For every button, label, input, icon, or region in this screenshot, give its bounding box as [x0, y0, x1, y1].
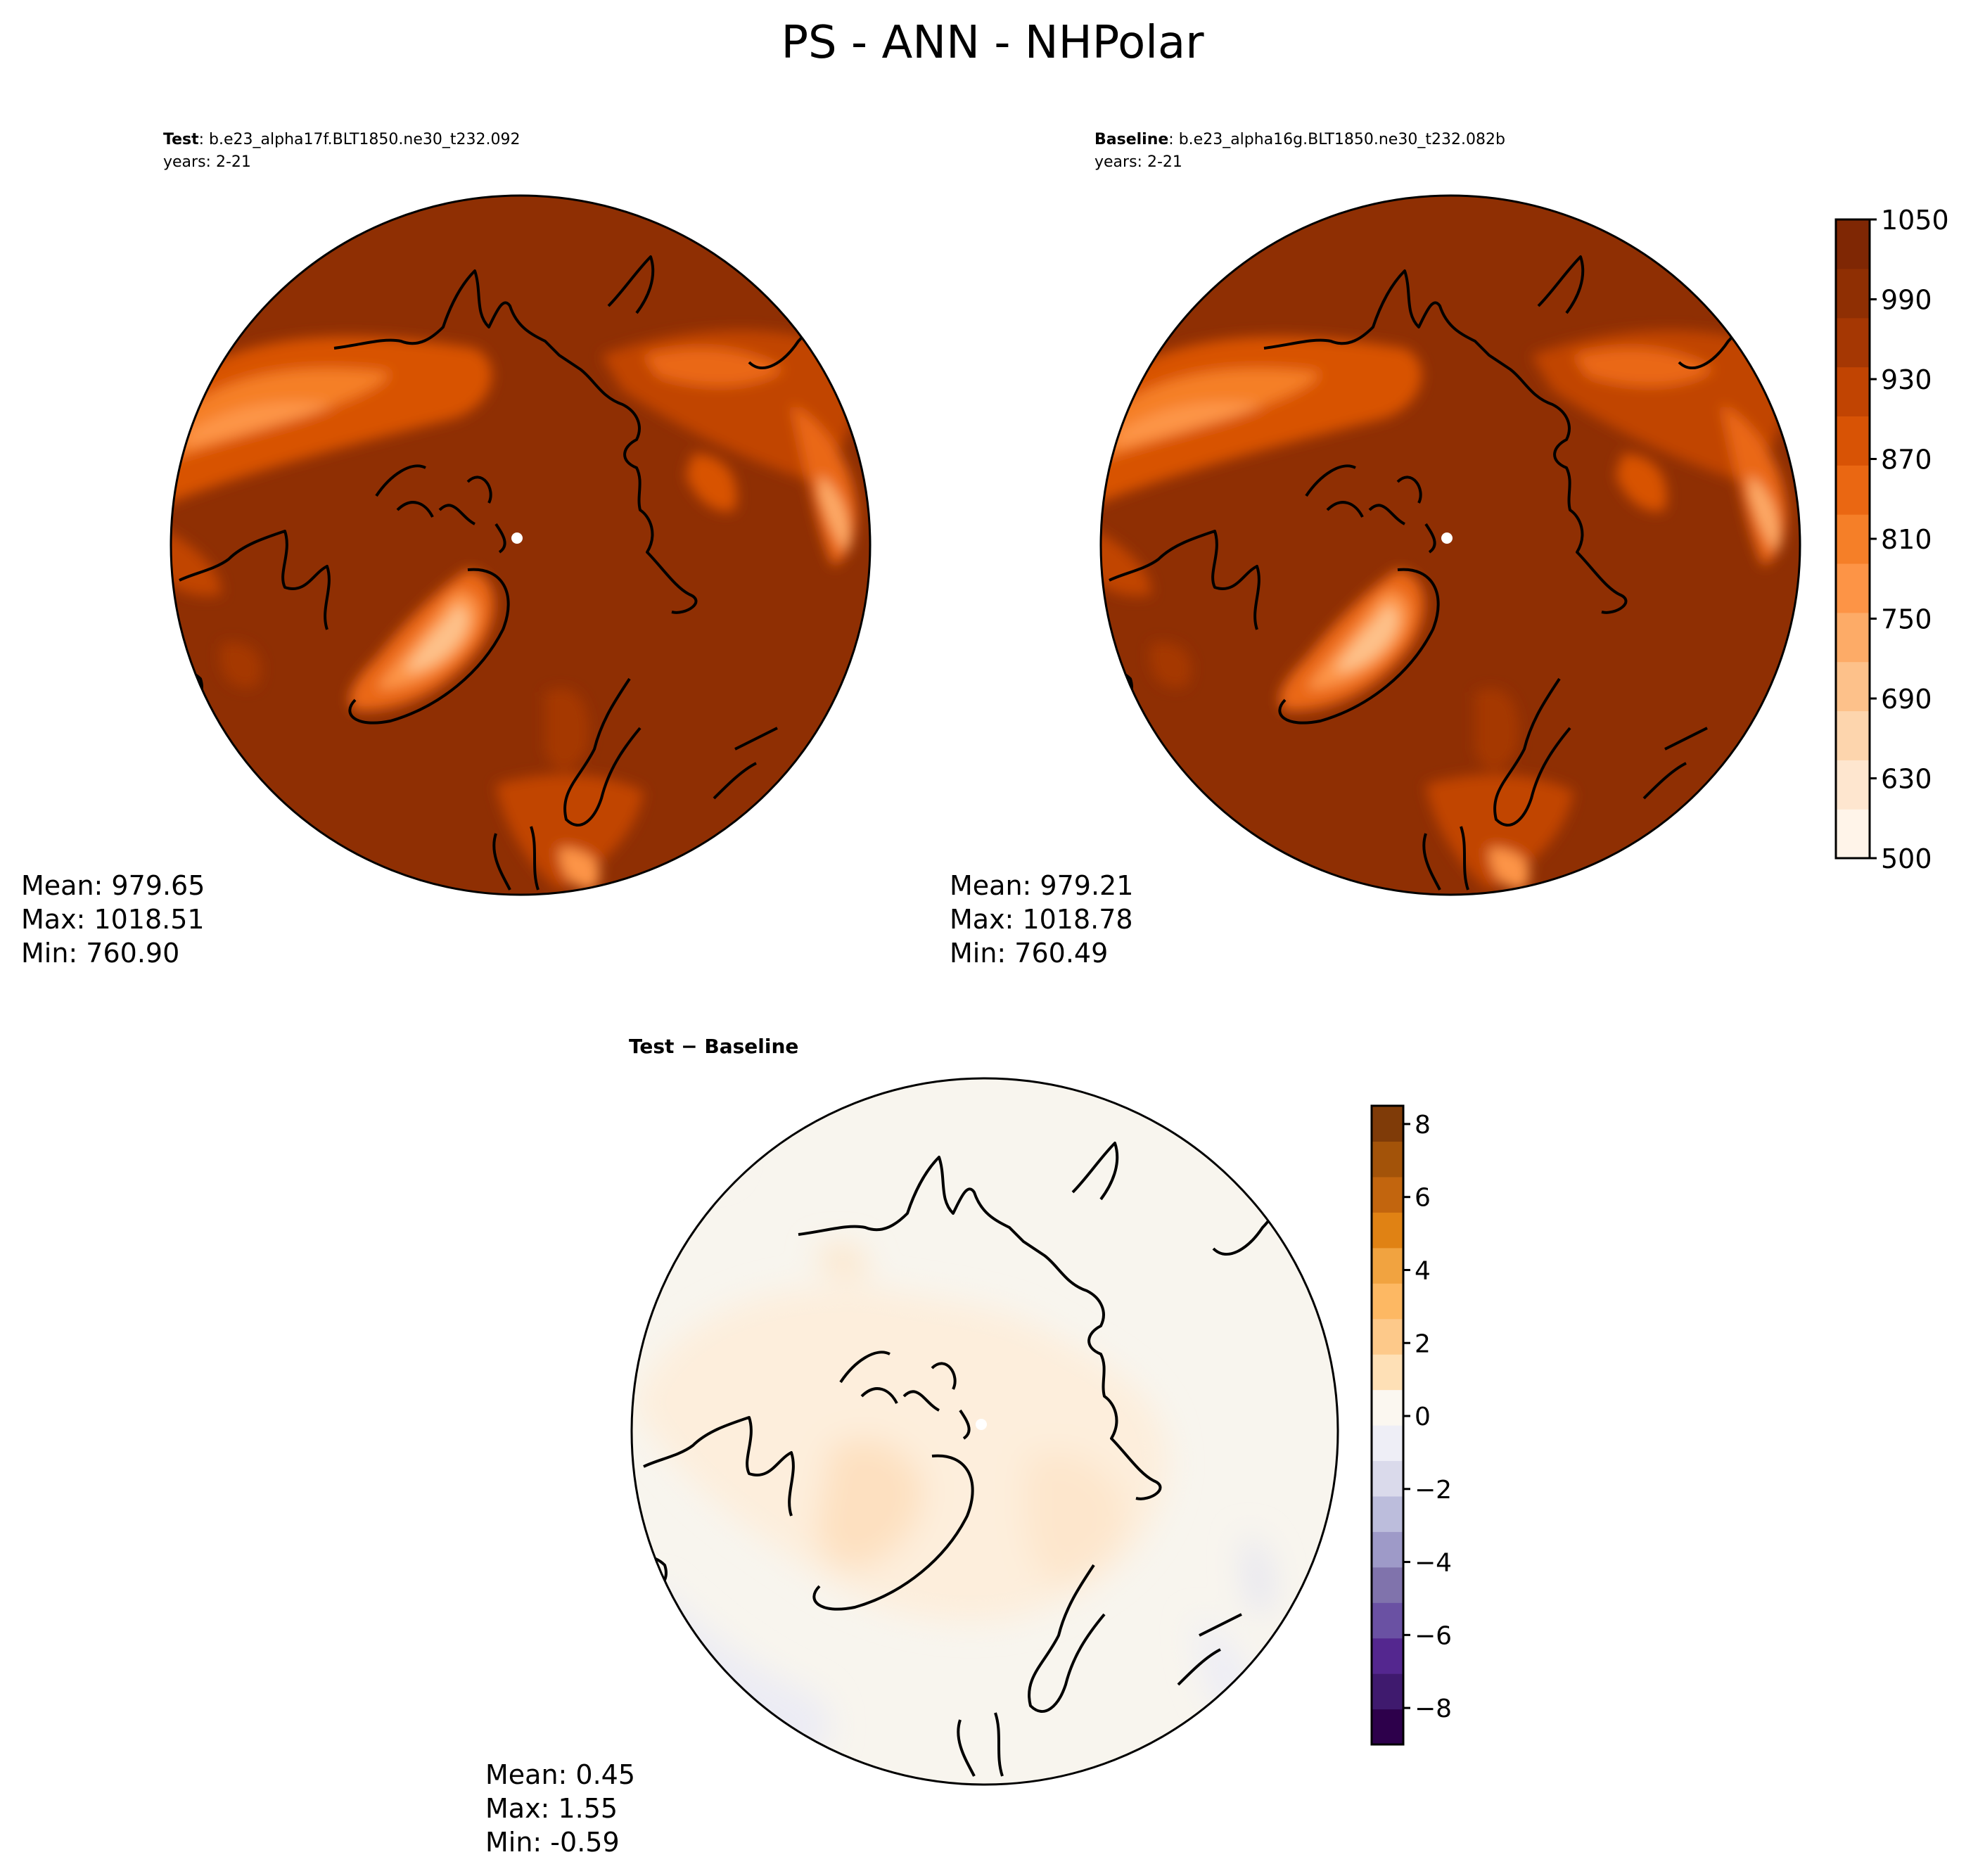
diff-colorbar-level-13 — [1372, 1247, 1403, 1284]
ps-colorbar-tick-label: 870 — [1881, 445, 1932, 476]
ps-colorbar-level-5 — [1836, 563, 1870, 613]
diff-colorbar-level-17 — [1372, 1106, 1403, 1142]
ps-colorbar-tick-label: 500 — [1881, 843, 1932, 874]
ps-colorbar-level-11 — [1836, 268, 1870, 319]
diff-colorbar-level-7 — [1372, 1460, 1403, 1497]
diff-map — [632, 1078, 1338, 1785]
diff-colorbar-level-11 — [1372, 1318, 1403, 1355]
diff-map-frame — [630, 1077, 1339, 1786]
baseline-panel-title: Baseline: b.e23_alpha16g.BLT1850.ne30_t2… — [1094, 131, 1505, 148]
diff-colorbar-level-0 — [1372, 1709, 1403, 1745]
test-label: Test — [163, 131, 199, 148]
diff-colorbar-level-16 — [1372, 1141, 1403, 1178]
diff-colorbar: 8 6 4 2 0 −2 −4 −6 −8 — [1370, 1104, 1452, 1746]
diff-min: Min: -0.59 — [485, 1827, 620, 1858]
test-min: Min: 760.90 — [21, 938, 179, 969]
diff-colorbar-tick-label: −4 — [1415, 1549, 1452, 1578]
diff-colorbar-level-9 — [1372, 1389, 1403, 1426]
diff-colorbar-level-8 — [1372, 1425, 1403, 1462]
baseline-panel: Baseline: b.e23_alpha16g.BLT1850.ne30_t2… — [950, 131, 1813, 969]
test-map-frame — [170, 194, 872, 896]
ps-colorbar-tick-label: 1050 — [1881, 205, 1949, 236]
ps-colorbar-level-8 — [1836, 416, 1870, 466]
diff-colorbar-tick-label: 4 — [1415, 1256, 1431, 1285]
diff-max: Max: 1.55 — [485, 1793, 618, 1824]
diff-colorbar-tick-label: 0 — [1415, 1403, 1431, 1431]
ps-colorbar-level-2 — [1836, 710, 1870, 760]
figure-title: PS - ANN - NHPolar — [781, 17, 1204, 69]
baseline-label: Baseline — [1094, 131, 1168, 148]
diff-colorbar-tick-label: 6 — [1415, 1184, 1431, 1213]
diff-mean: Mean: 0.45 — [485, 1759, 635, 1790]
test-case-name: : b.e23_alpha17f.BLT1850.ne30_t232.092 — [199, 131, 521, 148]
diff-label-sep: − — [674, 1035, 704, 1058]
ps-colorbar-level-4 — [1836, 612, 1870, 663]
baseline-map-frame — [1099, 194, 1801, 896]
diff-colorbar-tick-label: 2 — [1415, 1329, 1431, 1358]
baseline-map — [1081, 172, 1813, 904]
ps-colorbar-level-9 — [1836, 366, 1870, 416]
diff-colorbar-level-6 — [1372, 1495, 1403, 1532]
baseline-max: Max: 1018.78 — [950, 904, 1133, 935]
ps-colorbar-tick-label: 630 — [1881, 764, 1932, 795]
diff-colorbar-tick-label: 8 — [1415, 1111, 1431, 1140]
diff-colorbar-level-14 — [1372, 1212, 1403, 1249]
diff-panel-title: Test − Baseline — [629, 1035, 798, 1058]
ps-colorbar-level-0 — [1836, 809, 1870, 859]
diff-colorbar-level-15 — [1372, 1176, 1403, 1213]
ps-colorbar: 500 630 690 750 810 870 930 990 1050 — [1834, 205, 1949, 874]
diff-colorbar-level-12 — [1372, 1283, 1403, 1320]
diff-colorbar-level-1 — [1372, 1673, 1403, 1710]
baseline-years: years: 2-21 — [1094, 153, 1182, 171]
test-panel: Test: b.e23_alpha17f.BLT1850.ne30_t232.0… — [21, 131, 883, 969]
ps-colorbar-tick-label: 930 — [1881, 364, 1932, 395]
diff-colorbar-tick-label: −8 — [1415, 1695, 1452, 1723]
test-max: Max: 1018.51 — [21, 904, 205, 935]
ps-colorbar-level-10 — [1836, 317, 1870, 368]
test-years: years: 2-21 — [163, 153, 251, 171]
diff-colorbar-level-2 — [1372, 1638, 1403, 1674]
test-mean: Mean: 979.65 — [21, 870, 205, 901]
diff-label-test: Test — [629, 1035, 674, 1058]
ps-colorbar-tick-label: 990 — [1881, 285, 1932, 316]
diff-colorbar-level-10 — [1372, 1354, 1403, 1391]
test-map — [151, 172, 883, 904]
baseline-case-name: : b.e23_alpha16g.BLT1850.ne30_t232.082b — [1168, 131, 1505, 148]
ps-colorbar-level-7 — [1836, 465, 1870, 515]
diff-colorbar-level-5 — [1372, 1531, 1403, 1568]
diff-colorbar-tick-label: −2 — [1415, 1476, 1452, 1505]
diff-panel: Test − Baseline — [485, 1035, 1339, 1858]
ps-colorbar-tick-label: 750 — [1881, 604, 1932, 635]
diff-colorbar-tick-label: −6 — [1415, 1621, 1452, 1650]
baseline-mean: Mean: 979.21 — [950, 870, 1133, 901]
ps-colorbar-tick-label: 810 — [1881, 524, 1932, 555]
ps-colorbar-tick-label: 690 — [1881, 684, 1932, 715]
baseline-min: Min: 760.49 — [950, 938, 1108, 969]
test-panel-title: Test: b.e23_alpha17f.BLT1850.ne30_t232.0… — [163, 131, 520, 148]
diff-colorbar-level-3 — [1372, 1602, 1403, 1639]
ps-colorbar-level-3 — [1836, 661, 1870, 712]
ps-colorbar-level-12 — [1836, 219, 1870, 269]
ps-colorbar-level-1 — [1836, 760, 1870, 810]
diff-label-baseline: Baseline — [704, 1035, 798, 1058]
diff-colorbar-level-4 — [1372, 1566, 1403, 1603]
ps-colorbar-level-6 — [1836, 514, 1870, 564]
